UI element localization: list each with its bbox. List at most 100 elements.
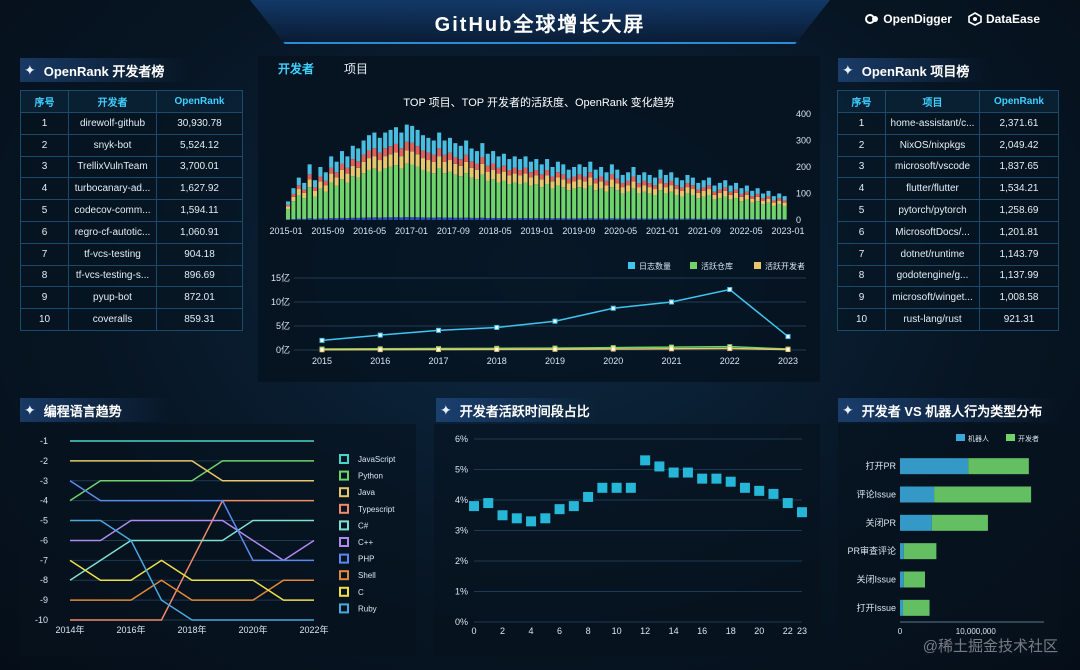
bar-segment xyxy=(545,170,550,176)
series-line xyxy=(70,499,314,621)
bar-segment xyxy=(550,218,555,220)
data-point xyxy=(494,324,500,330)
row-openrank: 1,060.91 xyxy=(156,220,243,244)
table-row[interactable]: 6 regro-cf-autotic... 1,060.91 xyxy=(20,220,243,244)
col-openrank[interactable]: OpenRank xyxy=(979,90,1059,113)
row-name: dotnet/runtime xyxy=(885,242,980,266)
bar-segment xyxy=(415,154,420,167)
bar-segment xyxy=(431,161,436,174)
bar-segment xyxy=(680,218,685,220)
bar-segment xyxy=(620,174,625,184)
bar-segment xyxy=(437,217,442,220)
bar-segment xyxy=(782,205,787,220)
table-row[interactable]: 10 rust-lang/rust 921.31 xyxy=(837,308,1059,331)
bar-segment xyxy=(717,198,722,219)
x-tick-label: 23 xyxy=(797,626,807,636)
series-line xyxy=(69,519,314,581)
table-row[interactable]: 7 dotnet/runtime 1,143.79 xyxy=(837,242,1059,266)
x-tick-label: 0 xyxy=(471,626,476,636)
bar-segment xyxy=(307,174,312,180)
y-tick-label: 100 xyxy=(796,189,811,199)
bar-segment xyxy=(599,181,604,189)
bar-segment xyxy=(512,182,517,219)
bar-segment xyxy=(528,218,533,220)
table-row[interactable]: 6 MicrosoftDocs/... 1,201.81 xyxy=(837,220,1059,244)
bar-segment xyxy=(744,218,749,220)
col-openrank[interactable]: OpenRank xyxy=(156,90,243,113)
bar-segment xyxy=(674,177,679,186)
bar-segment xyxy=(523,182,528,219)
bar-segment xyxy=(464,217,469,220)
table-row[interactable]: 9 pyup-bot 872.01 xyxy=(20,286,243,310)
bar-segment xyxy=(334,172,339,178)
row-name: turbocanary-ad... xyxy=(68,177,157,201)
x-tick-label: 22 xyxy=(783,626,793,636)
data-point xyxy=(583,491,594,502)
bar-segment xyxy=(339,163,345,170)
bar-segment xyxy=(744,191,749,195)
bar-segment xyxy=(723,218,728,220)
row-index: 3 xyxy=(837,155,886,179)
tab-developer[interactable]: 开发者 xyxy=(278,62,315,76)
bar-segment xyxy=(696,192,701,199)
bar-segment xyxy=(900,514,932,531)
row-openrank: 872.01 xyxy=(156,286,243,310)
table-row[interactable]: 9 microsoft/winget... 1,008.58 xyxy=(837,286,1059,310)
bar-segment xyxy=(599,218,604,220)
bar-segment xyxy=(734,182,739,190)
bar-segment xyxy=(356,167,361,178)
x-tick-label: 2018 xyxy=(487,356,507,366)
bar-segment xyxy=(626,191,631,219)
row-openrank: 1,137.99 xyxy=(979,264,1059,288)
dev-rank-title: ✦ OpenRank 开发者榜 xyxy=(20,58,190,82)
bar-segment xyxy=(577,218,582,220)
x-tick-label: 2015-01 xyxy=(269,226,302,236)
bar-segment xyxy=(717,218,722,220)
data-point xyxy=(319,347,325,353)
bar-segment xyxy=(496,218,501,220)
bar-segment xyxy=(453,217,458,220)
bar-segment xyxy=(415,217,420,220)
table-row[interactable]: 2 snyk-bot 5,524.12 xyxy=(20,133,243,157)
bar-segment xyxy=(701,190,706,197)
category-label: 打开Issue xyxy=(856,602,896,613)
bar-segment xyxy=(771,219,776,220)
bar-segment xyxy=(761,193,766,199)
bar-segment xyxy=(739,193,744,197)
table-row[interactable]: 4 flutter/flutter 1,534.21 xyxy=(837,177,1059,201)
tab-project[interactable]: 项目 xyxy=(344,62,369,76)
legend-swatch xyxy=(339,487,349,498)
bar-segment xyxy=(480,174,485,218)
table-row[interactable]: 7 tf-vcs-testing 904.18 xyxy=(20,242,243,266)
col-repo[interactable]: 项目 xyxy=(885,90,980,113)
table-row[interactable]: 1 direwolf-github 30,930.78 xyxy=(20,112,243,135)
table-row[interactable]: 8 tf-vcs-testing-s... 896.69 xyxy=(20,264,243,288)
bar-segment xyxy=(658,183,663,191)
table-row[interactable]: 3 microsoft/vscode 1,837.65 xyxy=(837,155,1059,179)
bar-segment xyxy=(480,156,485,164)
col-developer[interactable]: 开发者 xyxy=(68,90,157,113)
col-index[interactable]: 序号 xyxy=(837,90,886,113)
table-row[interactable]: 1 home-assistant/c... 2,371.61 xyxy=(837,112,1059,135)
bar-segment xyxy=(593,190,598,219)
bar-segment xyxy=(680,180,685,188)
bar-segment xyxy=(534,218,539,220)
table-row[interactable]: 5 pytorch/pytorch 1,258.69 xyxy=(837,199,1059,222)
x-tick-label: 2016年 xyxy=(116,624,145,635)
bar-segment xyxy=(701,218,706,220)
bar-segment xyxy=(480,143,485,157)
table-row[interactable]: 8 godotengine/g... 1,137.99 xyxy=(837,264,1059,288)
bar-segment xyxy=(350,217,355,220)
table-row[interactable]: 4 turbocanary-ad... 1,627.92 xyxy=(20,177,243,201)
legend-label: 日志数量 xyxy=(639,261,671,271)
col-index[interactable]: 序号 xyxy=(20,90,69,113)
bar-segment xyxy=(615,190,620,219)
table-row[interactable]: 3 TrellixVulnTeam 3,700.01 xyxy=(20,155,243,179)
table-row[interactable]: 5 codecov-comm... 1,594.11 xyxy=(20,199,243,222)
table-row[interactable]: 2 NixOS/nixpkgs 2,049.42 xyxy=(837,133,1059,157)
table-row[interactable]: 10 coveralls 859.31 xyxy=(20,308,243,331)
legend-label: 活跃仓库 xyxy=(701,261,733,271)
row-index: 8 xyxy=(20,264,69,288)
bar-segment xyxy=(561,174,566,180)
bar-segment xyxy=(453,143,458,157)
